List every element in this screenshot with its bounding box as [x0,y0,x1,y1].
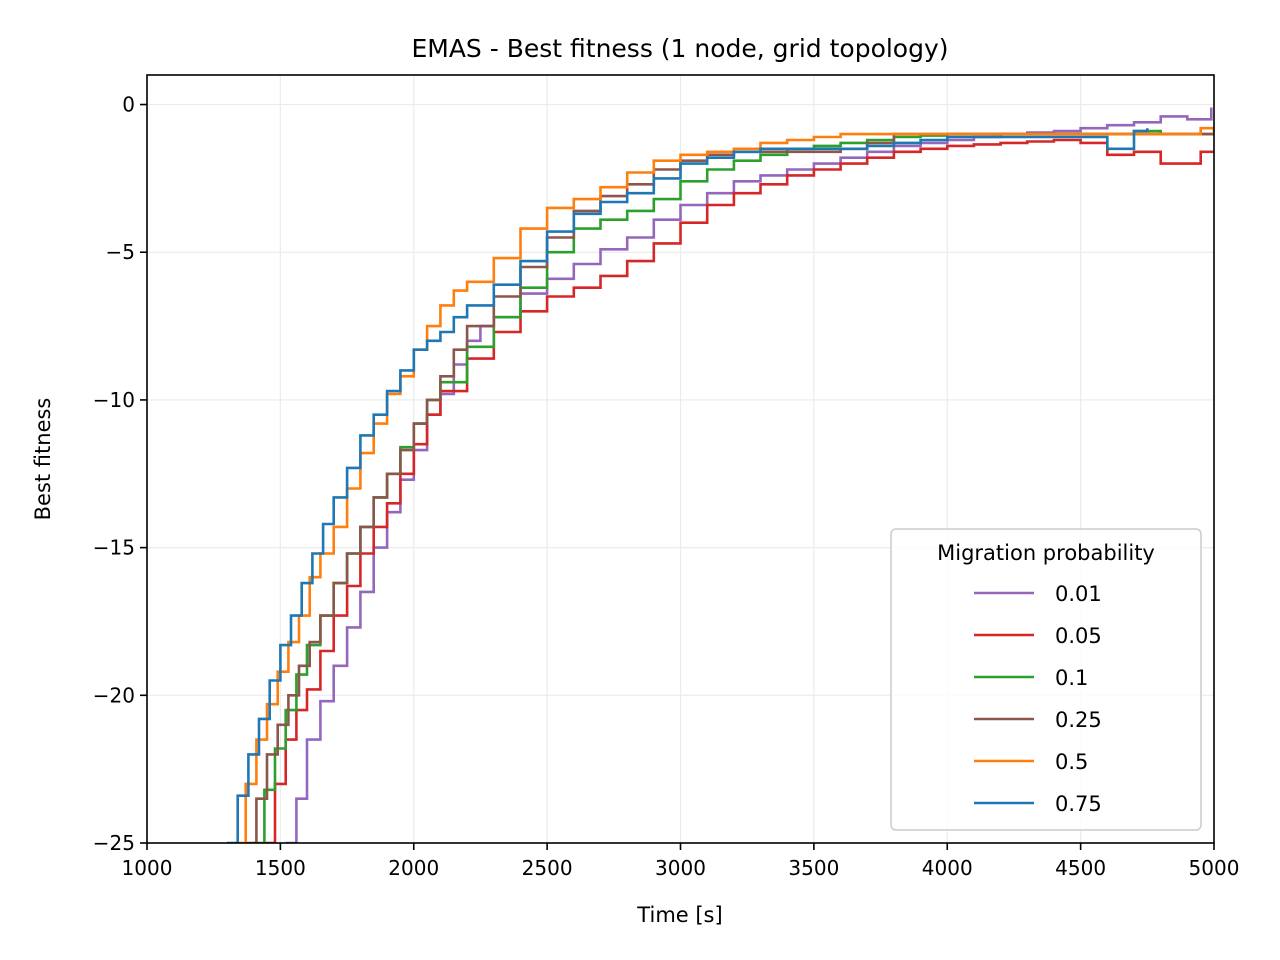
x-tick-label-3: 2500 [522,856,573,880]
legend-label-2: 0.1 [1055,666,1088,690]
x-tick-label-5: 3500 [788,856,839,880]
y-tick-label-1: −5 [106,240,135,264]
x-tick-label-6: 4000 [922,856,973,880]
y-tick-label-5: −25 [93,831,135,855]
chart-title: EMAS - Best fitness (1 node, grid topolo… [411,34,948,63]
y-tick-label-3: −15 [93,536,135,560]
y-tick-label-0: 0 [122,93,135,117]
legend-label-3: 0.25 [1055,708,1102,732]
series-line-0-25 [245,132,1214,843]
legend-label-1: 0.05 [1055,624,1102,648]
legend-label-4: 0.5 [1055,750,1088,774]
x-tick-label-7: 4500 [1055,856,1106,880]
y-axis-label: Best fitness [31,398,55,521]
legend-title: Migration probability [937,541,1155,565]
legend-label-5: 0.75 [1055,792,1102,816]
legend-box [890,528,1202,831]
series-line-0-75 [227,128,1149,843]
x-tick-label-1: 1500 [255,856,306,880]
y-tick-label-4: −20 [93,683,135,707]
plot-area [227,107,1214,843]
x-axis-label: Time [s] [636,903,722,927]
x-tick-label-2: 2000 [388,856,439,880]
legend: Migration probability 0.01 0.05 0.1 0.25 0.5 0… [890,528,1202,831]
y-tick-label-2: −10 [93,388,135,412]
x-tick-label-0: 1000 [122,856,173,880]
legend-label-0: 0.01 [1055,582,1102,606]
axes: 1000 1500 2000 2500 3000 3500 4000 4500 5000 0 −5 −… [93,74,1240,880]
x-tick-label-8: 5000 [1189,856,1240,880]
x-tick-label-4: 3000 [655,856,706,880]
series-line-0-05 [264,138,1214,843]
